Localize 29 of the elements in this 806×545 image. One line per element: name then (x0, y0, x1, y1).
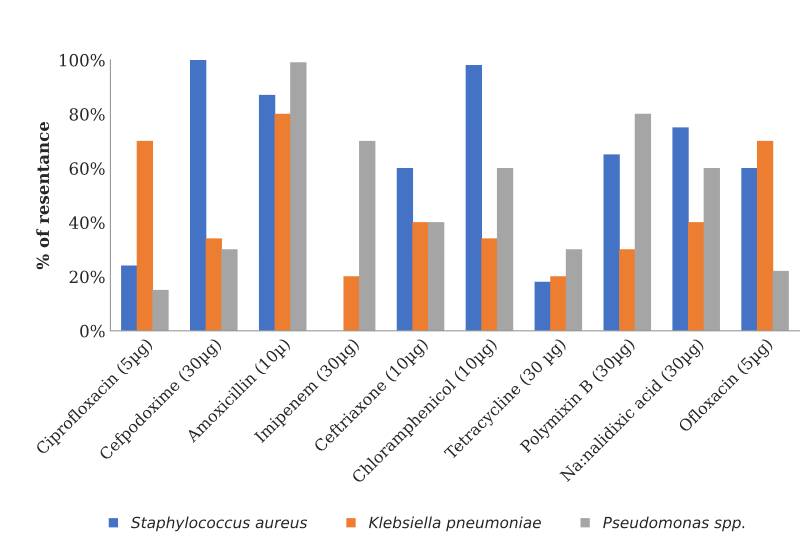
bar (412, 222, 429, 331)
bar (258, 94, 276, 331)
bar (206, 238, 222, 331)
bar (481, 238, 498, 331)
bar (274, 114, 291, 331)
y-tick-label: 20% (70, 270, 105, 284)
legend-label: Klebsiella pneumoniae (368, 516, 541, 532)
bar (190, 60, 206, 331)
bar (619, 249, 636, 331)
bar (396, 168, 414, 331)
legend-label: Staphylococcus aureus (131, 516, 308, 532)
y-tick-label: 80% (70, 108, 105, 121)
bar (741, 168, 758, 331)
bar (756, 140, 774, 331)
bar (121, 265, 138, 331)
bar (603, 154, 620, 331)
bar (136, 140, 154, 331)
y-tick-label: 40% (69, 216, 105, 230)
bar (672, 127, 689, 331)
bar (534, 282, 551, 331)
y-tick-label: 60% (70, 162, 105, 175)
bar (466, 65, 482, 331)
legend-label: Pseudomonas spp. (603, 516, 744, 532)
bar (550, 276, 567, 331)
y-tick-label: 100% (60, 54, 105, 67)
y-tick-label: 0% (80, 324, 105, 338)
bar (688, 222, 704, 331)
bar (343, 276, 360, 331)
y-axis-title: % of resentance (36, 122, 50, 270)
